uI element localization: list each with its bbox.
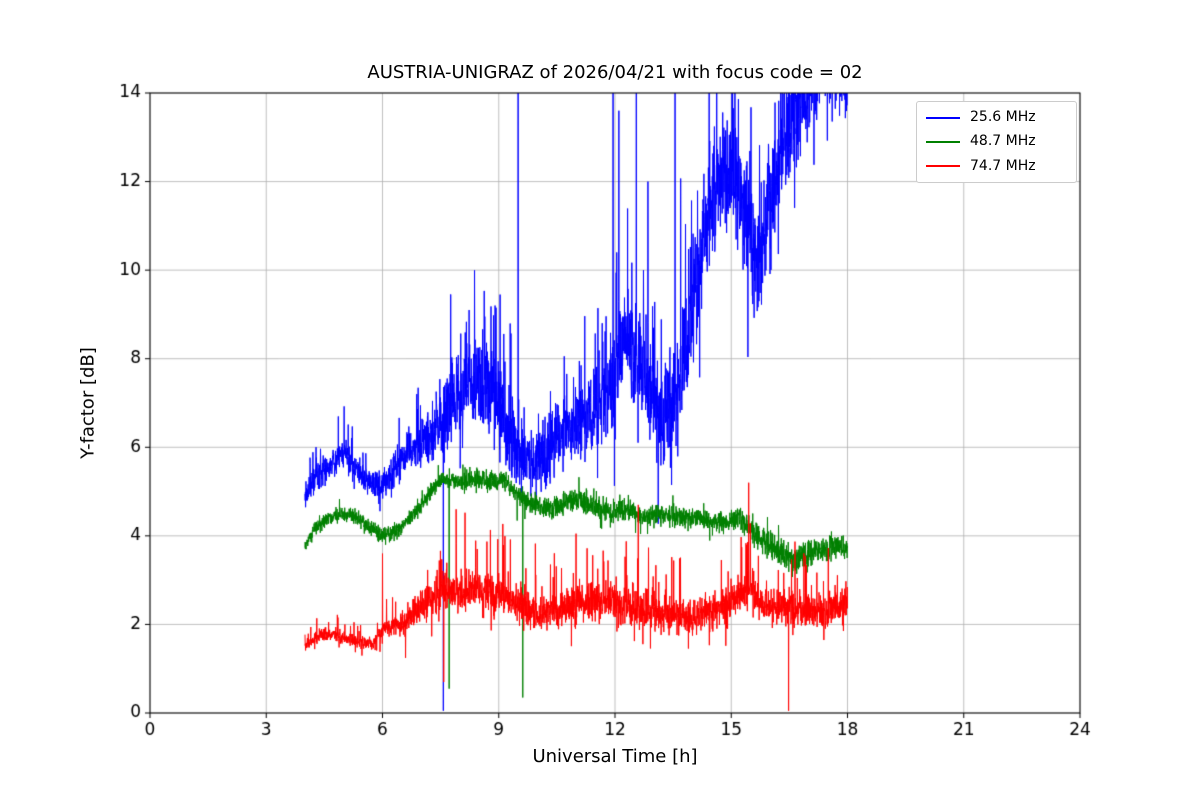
y-axis-label: Y-factor [dB] [77,347,99,459]
legend-item: 74.7 MHz [926,157,1067,174]
legend-label: 25.6 MHz [970,109,1036,125]
legend-line-sample [926,116,960,119]
legend-label: 74.7 MHz [970,157,1036,174]
x-axis-label: Universal Time [h] [532,746,698,767]
legend-item: 25.6 MHz [926,109,1067,125]
legend-line-sample [926,141,960,144]
legend-item: 48.7 MHz [926,133,1067,150]
legend: 25.6 MHz 48.7 MHz 74.7 MHz [916,101,1077,184]
legend-line-sample [926,165,960,168]
chart-title: AUSTRIA-UNIGRAZ of 2026/04/21 with focus… [367,62,863,83]
legend-label: 48.7 MHz [970,133,1036,150]
